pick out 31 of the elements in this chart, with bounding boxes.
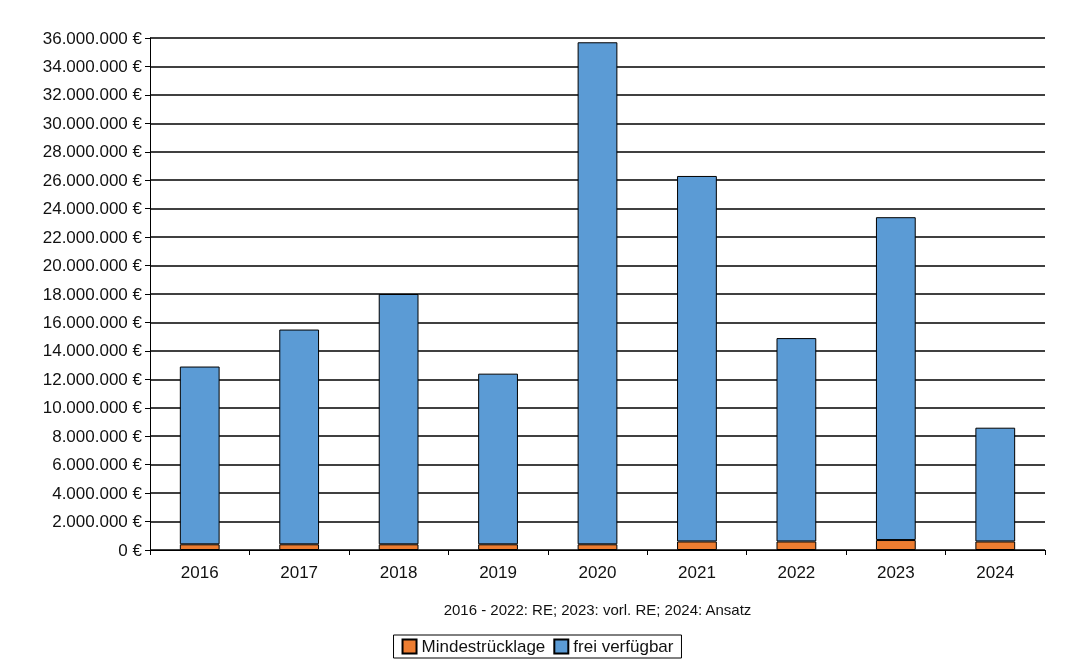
x-tick-label: 2018 — [379, 563, 418, 582]
y-tick-label: 2.000.000 € — [52, 512, 143, 532]
y-tick-label: 6.000.000 € — [52, 455, 143, 475]
x-tick-label: 2019 — [479, 563, 517, 582]
y-tick-label: 36.000.000 € — [42, 28, 143, 48]
x-tick-label: 2016 — [180, 563, 219, 582]
x-tick-label: 2023 — [876, 563, 915, 582]
x-tick-label: 2024 — [976, 563, 1015, 582]
y-tick-label: 12.000.000 € — [42, 369, 143, 389]
y-tick-label: 20.000.000 € — [42, 256, 143, 276]
y-tick-label: 24.000.000 € — [42, 199, 143, 219]
y-tick-label: 30.000.000 € — [42, 113, 143, 133]
x-tick-label: 2021 — [678, 563, 716, 582]
legend-label: frei verfügbar — [573, 637, 674, 656]
y-tick-label: 8.000.000 € — [52, 426, 143, 446]
y-tick-label: 10.000.000 € — [42, 398, 143, 418]
y-tick-label: 14.000.000 € — [42, 341, 143, 361]
legend-label: Mindestrücklage — [421, 637, 546, 656]
y-tick-label: 4.000.000 € — [52, 483, 143, 503]
y-tick-label: 26.000.000 € — [42, 170, 143, 190]
x-tick-label: 2017 — [280, 563, 319, 582]
y-tick-label: 22.000.000 € — [42, 227, 143, 247]
x-tick-label: 2020 — [578, 563, 617, 582]
y-tick-label: 32.000.000 € — [42, 85, 143, 105]
y-tick-label: 16.000.000 € — [42, 312, 143, 332]
x-axis-title: 2016 - 2022: RE; 2023: vorl. RE; 2024: Ansatz — [443, 601, 752, 618]
y-tick-label: 28.000.000 € — [42, 142, 143, 162]
y-tick-label: 18.000.000 € — [42, 284, 143, 304]
y-tick-label: 34.000.000 € — [42, 56, 143, 76]
y-tick-label: 0 € — [118, 540, 143, 560]
x-tick-label: 2022 — [777, 563, 816, 582]
